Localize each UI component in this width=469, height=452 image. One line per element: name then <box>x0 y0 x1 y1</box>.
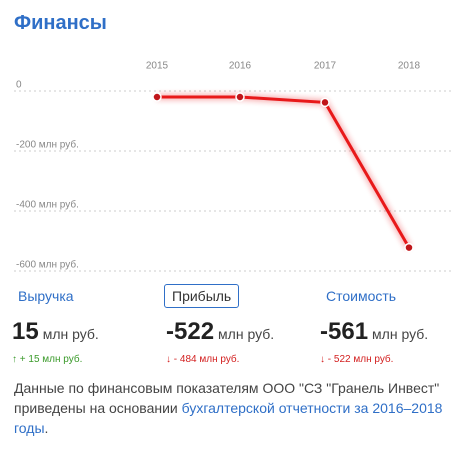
footer-link[interactable]: бухгалтерской отчетности за 2016–2018 го… <box>14 400 443 436</box>
point <box>152 92 162 102</box>
y-tick-label: -600 млн руб. <box>16 259 79 271</box>
metric-tab[interactable]: Стоимость <box>326 288 397 304</box>
metric-unit: млн руб. <box>372 326 429 342</box>
point <box>404 242 414 253</box>
section-title: Финансы <box>14 12 107 34</box>
metric-change: + 15 млн руб. <box>19 354 83 365</box>
trend-arrow: ↓ <box>320 354 328 365</box>
metric-change-row: ↓ - 522 млн руб. <box>320 354 468 365</box>
metric-change: - 522 млн руб. <box>327 354 394 365</box>
footer-text: . <box>44 420 49 436</box>
metric: Прибыль -522 млн руб. ↓ - 484 млн руб. <box>164 284 314 365</box>
line <box>157 95 411 249</box>
metric: Выручка 15 млн руб. ↑ + 15 млн руб. <box>10 284 160 365</box>
x-tick-label: 2017 <box>314 61 337 72</box>
metric-value: -522 <box>166 318 215 345</box>
metric-value: -561 <box>320 318 369 345</box>
metric-unit: млн руб. <box>42 326 99 342</box>
y-tick-label: 0 <box>16 80 22 91</box>
line-glow <box>157 94 412 250</box>
y-tick-label: -200 млн руб. <box>16 139 79 151</box>
y-tick-label: -400 млн руб. <box>16 199 79 211</box>
footer-text: Данные по финансовым показателям ООО "СЗ… <box>14 380 440 416</box>
metric-unit: млн руб. <box>218 326 275 342</box>
point <box>320 97 330 108</box>
metric-change-row: ↑ + 15 млн руб. <box>12 354 160 365</box>
footer-note: Данные по финансовым показателям ООО "СЗ… <box>14 378 454 438</box>
metric: Стоимость -561 млн руб. ↓ - 522 млн руб. <box>318 284 468 365</box>
metric-change-row: ↓ - 484 млн руб. <box>166 354 314 365</box>
trend-arrow: ↑ <box>12 354 20 365</box>
x-tick-label: 2018 <box>398 61 421 72</box>
metric-tab[interactable]: Выручка <box>18 288 74 304</box>
metric-change: - 484 млн руб. <box>173 354 240 365</box>
metric-value-row: -522 млн руб. <box>166 318 314 346</box>
metric-value: 15 <box>12 318 39 345</box>
metric-value-row: -561 млн руб. <box>320 318 468 346</box>
metric-tab[interactable]: Прибыль <box>164 284 240 308</box>
trend-arrow: ↓ <box>166 354 174 365</box>
point <box>235 92 245 102</box>
x-tick-label: 2016 <box>229 61 252 72</box>
x-tick-label: 2015 <box>146 61 169 72</box>
chart: 0 -200 млн руб. -400 млн руб. -600 млн руб.… <box>14 61 452 272</box>
metric-value-row: 15 млн руб. <box>12 318 160 346</box>
